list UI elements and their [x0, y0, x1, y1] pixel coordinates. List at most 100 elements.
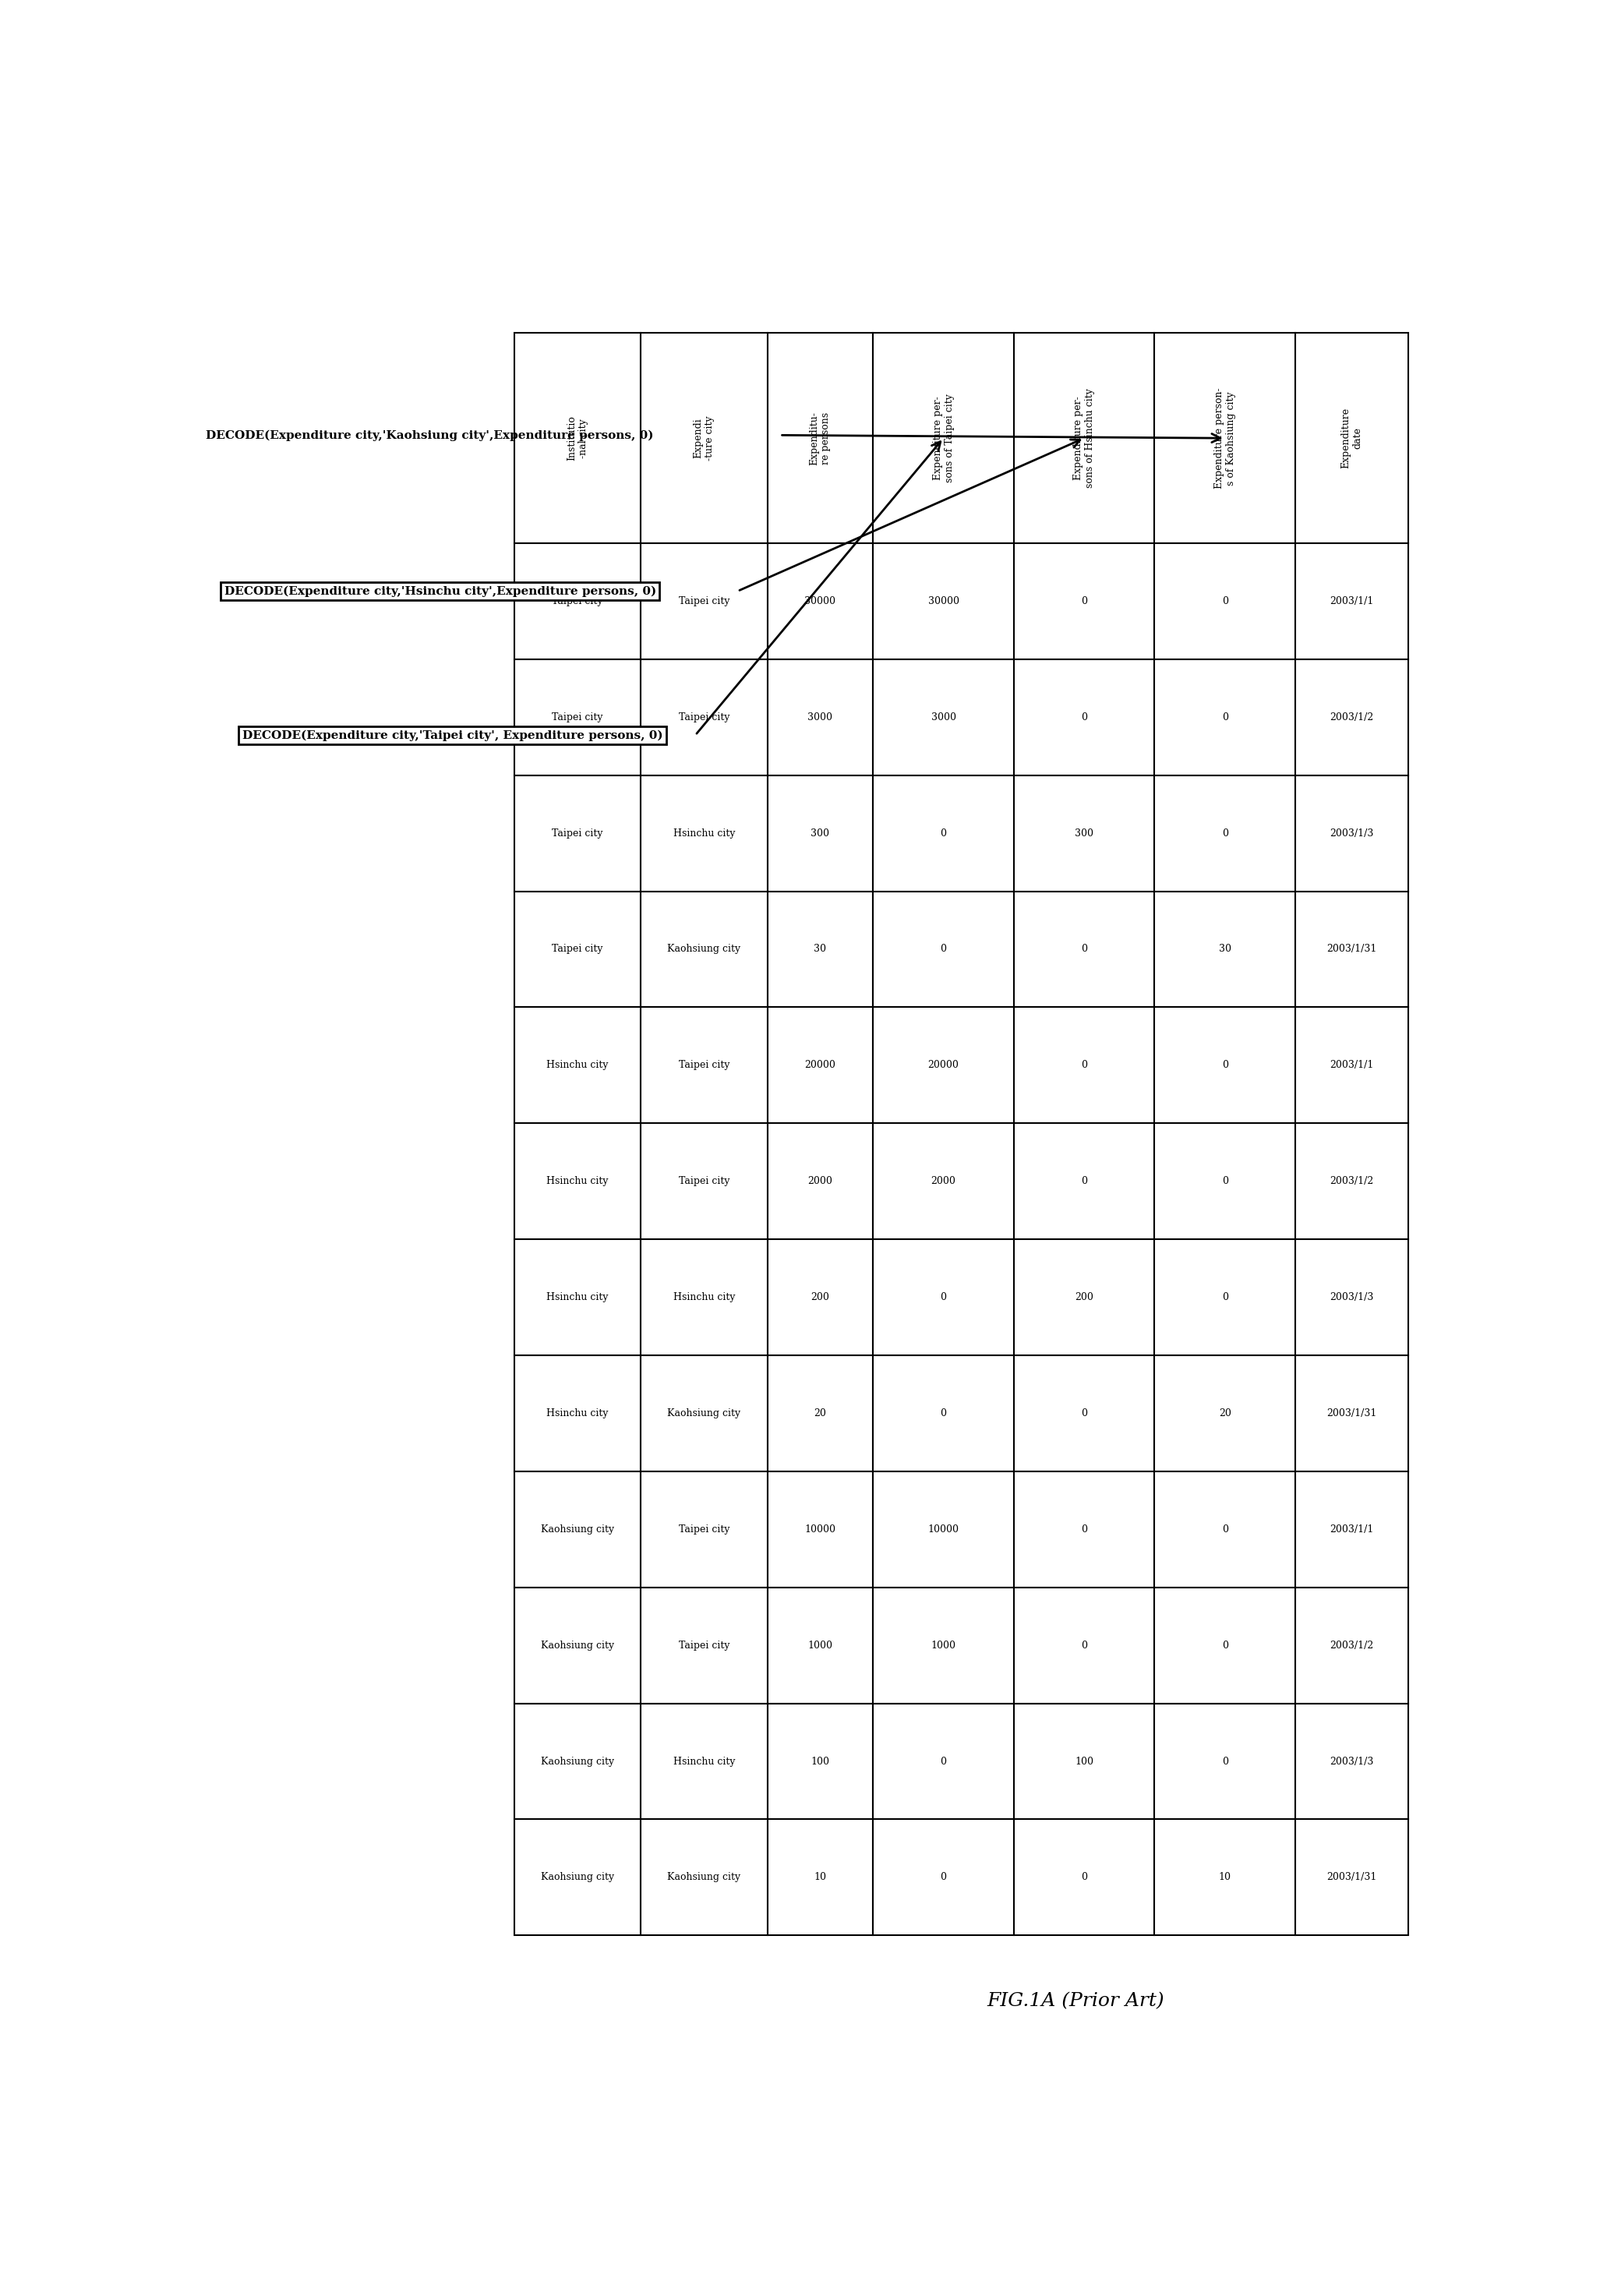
Text: 2003/1/1: 2003/1/1 [1330, 1525, 1374, 1534]
Text: 2003/1/3: 2003/1/3 [1330, 1756, 1374, 1766]
Text: Expendi
-ture city: Expendi -ture city [693, 416, 715, 461]
Bar [768, 776, 874, 891]
Text: 100: 100 [1075, 1756, 1093, 1766]
Bar [768, 1472, 874, 1587]
Bar [768, 333, 874, 544]
Text: Institutio
-nal city: Institutio -nal city [566, 416, 589, 461]
Bar [1155, 1355, 1296, 1472]
Bar [1296, 1355, 1408, 1472]
Text: 0: 0 [1082, 1871, 1088, 1883]
Text: 0: 0 [941, 1293, 947, 1302]
Text: 0: 0 [1222, 1061, 1229, 1070]
Text: 30: 30 [1219, 944, 1232, 955]
Bar [514, 1472, 640, 1587]
Bar [874, 544, 1014, 659]
Text: DECODE(Expenditure city,'Hsinchu city',Expenditure persons, 0): DECODE(Expenditure city,'Hsinchu city',E… [224, 585, 656, 597]
Text: Expenditure per-
sons of Hsinchu city: Expenditure per- sons of Hsinchu city [1074, 388, 1094, 489]
Bar [874, 1704, 1014, 1818]
Bar [874, 1355, 1014, 1472]
Text: Kaohsiung city: Kaohsiung city [667, 1407, 741, 1419]
Text: 10000: 10000 [928, 1525, 958, 1534]
Bar [1296, 1587, 1408, 1704]
Bar [1296, 1123, 1408, 1240]
Bar [1155, 1472, 1296, 1587]
Text: 0: 0 [1222, 1639, 1229, 1651]
Bar [1014, 544, 1155, 659]
Text: 10000: 10000 [805, 1525, 835, 1534]
Text: 2000: 2000 [931, 1176, 955, 1187]
Text: Expenditure per-
sons of Taipei city: Expenditure per- sons of Taipei city [933, 395, 954, 482]
Text: 2000: 2000 [808, 1176, 832, 1187]
Bar [874, 1472, 1014, 1587]
Text: 0: 0 [1082, 1061, 1088, 1070]
Bar [768, 891, 874, 1008]
Bar [874, 1123, 1014, 1240]
Bar [1014, 659, 1155, 776]
Bar [768, 1008, 874, 1123]
Text: 0: 0 [1222, 1525, 1229, 1534]
Text: Taipei city: Taipei city [678, 1639, 730, 1651]
Text: 100: 100 [811, 1756, 830, 1766]
Bar [1014, 1240, 1155, 1355]
Bar [640, 333, 768, 544]
Bar [514, 333, 640, 544]
Bar [1296, 659, 1408, 776]
Bar [768, 1240, 874, 1355]
Text: 200: 200 [811, 1293, 829, 1302]
Text: DECODE(Expenditure city,'Taipei city', Expenditure persons, 0): DECODE(Expenditure city,'Taipei city', E… [242, 730, 662, 742]
Text: 20000: 20000 [805, 1061, 835, 1070]
Bar [1155, 776, 1296, 891]
Text: 0: 0 [1222, 1293, 1229, 1302]
Bar [874, 891, 1014, 1008]
Text: 0: 0 [941, 1407, 947, 1419]
Text: Taipei city: Taipei city [678, 1176, 730, 1187]
Bar [514, 544, 640, 659]
Bar [874, 776, 1014, 891]
Text: Hsinchu city: Hsinchu city [674, 1293, 734, 1302]
Bar [1155, 1818, 1296, 1936]
Bar [1155, 333, 1296, 544]
Text: 0: 0 [941, 944, 947, 955]
Bar [768, 1587, 874, 1704]
Bar [640, 1818, 768, 1936]
Bar [1155, 1123, 1296, 1240]
Text: 10: 10 [814, 1871, 827, 1883]
Text: Taipei city: Taipei city [678, 712, 730, 723]
Bar [1014, 1355, 1155, 1472]
Text: 2003/1/1: 2003/1/1 [1330, 1061, 1374, 1070]
Text: 3000: 3000 [808, 712, 832, 723]
Text: 2003/1/3: 2003/1/3 [1330, 829, 1374, 838]
Text: 0: 0 [1222, 597, 1229, 606]
Bar [1296, 1240, 1408, 1355]
Bar [1155, 1704, 1296, 1818]
Bar [640, 1123, 768, 1240]
Text: 200: 200 [1075, 1293, 1093, 1302]
Text: 0: 0 [1082, 1176, 1088, 1187]
Text: 0: 0 [1222, 1176, 1229, 1187]
Text: Kaohsiung city: Kaohsiung city [541, 1639, 614, 1651]
Bar [1296, 1818, 1408, 1936]
Bar [514, 1818, 640, 1936]
Text: 2003/1/31: 2003/1/31 [1326, 1871, 1376, 1883]
Bar [640, 1240, 768, 1355]
Text: Kaohsiung city: Kaohsiung city [541, 1525, 614, 1534]
Text: 30000: 30000 [928, 597, 958, 606]
Bar [1014, 1472, 1155, 1587]
Text: Hsinchu city: Hsinchu city [547, 1176, 608, 1187]
Bar [514, 1704, 640, 1818]
Bar [1296, 1472, 1408, 1587]
Bar [1014, 776, 1155, 891]
Text: Kaohsiung city: Kaohsiung city [667, 944, 741, 955]
Bar [1014, 1008, 1155, 1123]
Bar [1296, 1008, 1408, 1123]
Bar [640, 1472, 768, 1587]
Bar [1155, 659, 1296, 776]
Text: 0: 0 [941, 829, 947, 838]
Bar [874, 659, 1014, 776]
Bar [1155, 891, 1296, 1008]
Bar [1296, 544, 1408, 659]
Text: 0: 0 [941, 1756, 947, 1766]
Bar [1014, 891, 1155, 1008]
Bar [874, 333, 1014, 544]
Bar [1296, 333, 1408, 544]
